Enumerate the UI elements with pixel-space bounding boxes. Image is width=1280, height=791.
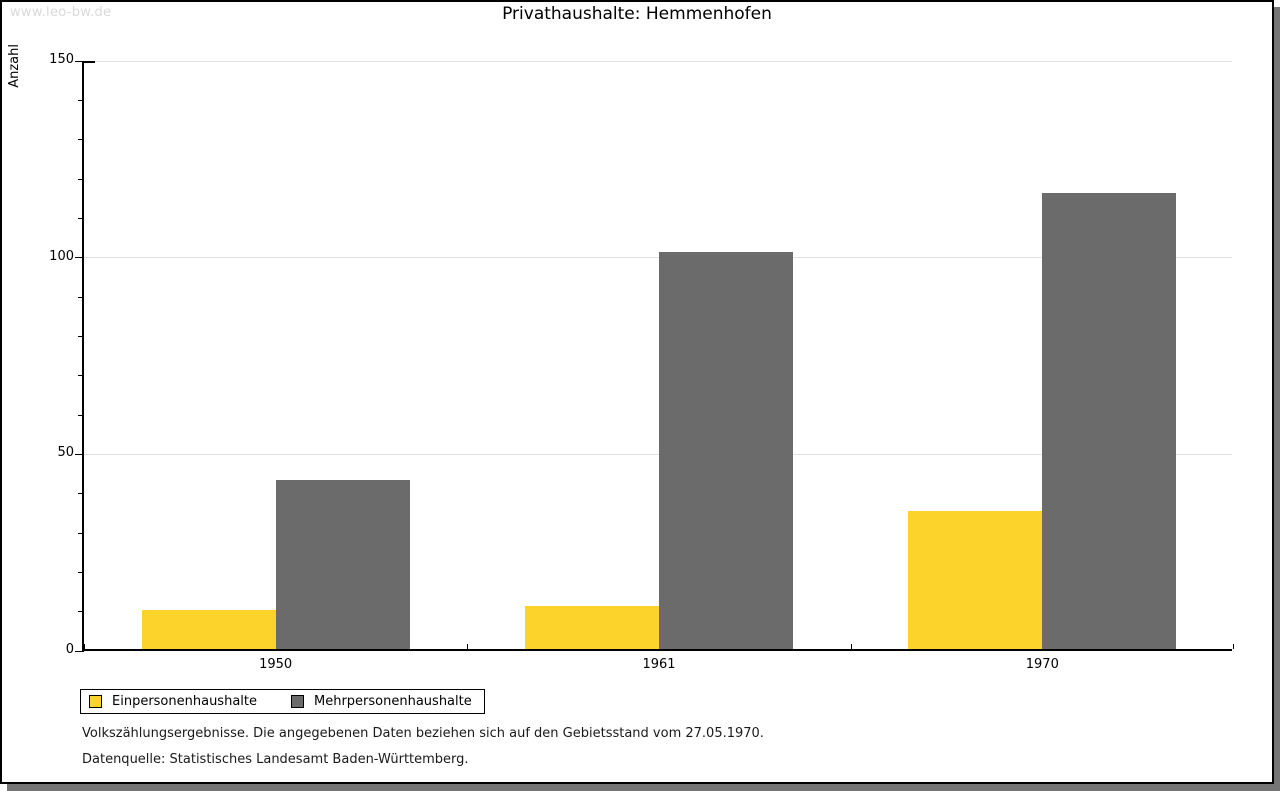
y-axis-minor-tick (78, 335, 84, 337)
y-axis-minor-tick (78, 571, 84, 573)
legend-label: Einpersonenhaushalte (112, 694, 257, 709)
bar-1961-mehrpersonenhaushalte (659, 251, 793, 649)
y-axis-tick-label: 50 (57, 445, 74, 461)
x-axis-tick (467, 644, 469, 649)
y-axis-tick-label: 100 (49, 248, 74, 264)
y-axis-major-tick (75, 453, 84, 455)
plot-area: 1950 1961 1970 (75, 60, 1234, 672)
y-axis-minor-tick (78, 493, 84, 495)
x-axis-tick (84, 644, 85, 649)
legend-swatch-gray (291, 695, 304, 708)
footnote-source-note: Volkszählungsergebnisse. Die angegebenen… (82, 726, 764, 741)
x-axis-tick (1233, 644, 1234, 649)
chart-title: Privathaushalte: Hemmenhofen (502, 4, 772, 24)
legend-item-einpersonenhaushalte: Einpersonenhaushalte (89, 694, 257, 709)
bar-1970-mehrpersonenhaushalte (1042, 192, 1177, 649)
bar-1970-einpersonenhaushalte (908, 511, 1043, 649)
legend-item-mehrpersonenhaushalte: Mehrpersonenhaushalte (291, 694, 472, 709)
y-axis-title: Anzahl (7, 44, 22, 88)
gridline-100 (84, 257, 1232, 259)
y-axis-minor-tick (78, 611, 84, 613)
y-axis-major-tick (75, 650, 84, 652)
y-axis-top-cap (84, 61, 95, 63)
y-axis-major-tick (75, 257, 84, 259)
y-axis-minor-tick (78, 139, 84, 141)
y-axis-minor-tick (78, 375, 84, 377)
legend-swatch-yellow (89, 695, 102, 708)
bar-1950-mehrpersonenhaushalte (275, 479, 410, 649)
gridline-150 (84, 60, 1232, 62)
y-axis-minor-tick (78, 296, 84, 298)
y-axis-minor-tick (78, 532, 84, 534)
x-axis-tick (850, 644, 852, 649)
y-axis-minor-tick (78, 178, 84, 180)
y-axis-tick-labels: 0 50 100 150 (28, 52, 74, 657)
legend-box: Einpersonenhaushalte Mehrpersonenhaushal… (80, 689, 485, 714)
y-axis-major-tick (75, 60, 84, 62)
y-axis-tick-label: 150 (49, 52, 74, 67)
x-axis-category-label: 1961 (642, 657, 676, 672)
y-axis-minor-tick (78, 217, 84, 219)
x-axis-category-label: 1970 (1025, 657, 1059, 672)
x-axis-category-label: 1950 (259, 657, 293, 672)
watermark-text: www.leo-bw.de (10, 5, 112, 20)
y-axis-minor-tick (78, 414, 84, 416)
y-axis-tick-label: 0 (65, 642, 74, 657)
y-axis-minor-tick (78, 99, 84, 101)
legend-label: Mehrpersonenhaushalte (314, 694, 472, 709)
footnote-data-source: Datenquelle: Statistisches Landesamt Bad… (82, 752, 469, 767)
gridline-50 (84, 453, 1232, 455)
bar-1950-einpersonenhaushalte (141, 609, 276, 649)
bar-1961-einpersonenhaushalte (525, 605, 659, 649)
